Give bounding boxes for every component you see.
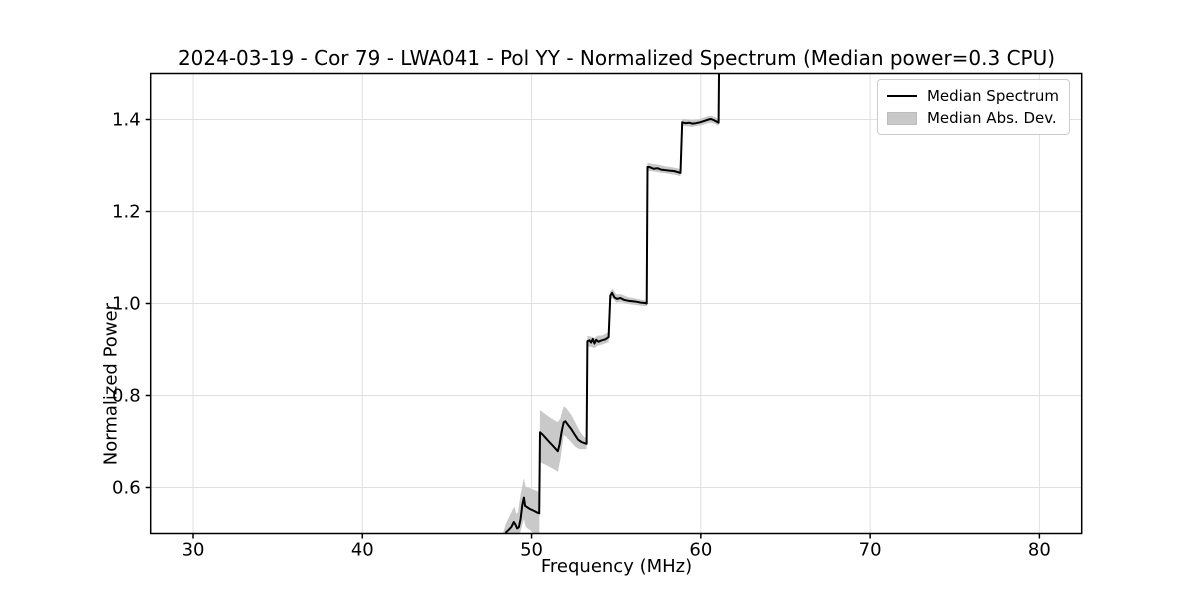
y-tick-label: 0.6	[112, 478, 141, 499]
y-tick-label: 0.8	[112, 386, 141, 407]
legend-item-median-spectrum: Median Spectrum	[886, 85, 1059, 107]
legend-label: Median Spectrum	[926, 87, 1059, 105]
x-tick-label: 70	[859, 540, 882, 561]
y-tick-label: 1.0	[112, 294, 141, 315]
x-tick-label: 40	[351, 540, 374, 561]
x-tick-label: 30	[182, 540, 205, 561]
x-tick-label: 80	[1028, 540, 1051, 561]
y-tick-label: 1.4	[112, 110, 141, 131]
legend-patch-sample-icon	[886, 111, 917, 125]
median-spectrum-line	[504, 73, 721, 534]
legend-label: Median Abs. Dev.	[926, 109, 1057, 127]
chart-title: 2024-03-19 - Cor 79 - LWA041 - Pol YY - …	[177, 46, 1056, 70]
grid	[150, 73, 1082, 534]
x-tick-label: 60	[689, 540, 712, 561]
ticks: 30 40 50 60 70 80 0.6 0.8 1.0 1.2 1.4	[112, 110, 1051, 561]
x-tick-label: 50	[520, 540, 543, 561]
y-tick-label: 1.2	[112, 202, 141, 223]
legend-item-median-abs-dev: Median Abs. Dev.	[886, 107, 1059, 129]
y-axis-label-text: Normalized Power	[100, 302, 121, 466]
legend: Median Spectrum Median Abs. Dev.	[876, 79, 1070, 135]
legend-line-sample-icon	[886, 95, 917, 97]
median-abs-dev-band	[502, 115, 719, 534]
x-axis-label: Frequency (MHz)	[540, 556, 693, 577]
